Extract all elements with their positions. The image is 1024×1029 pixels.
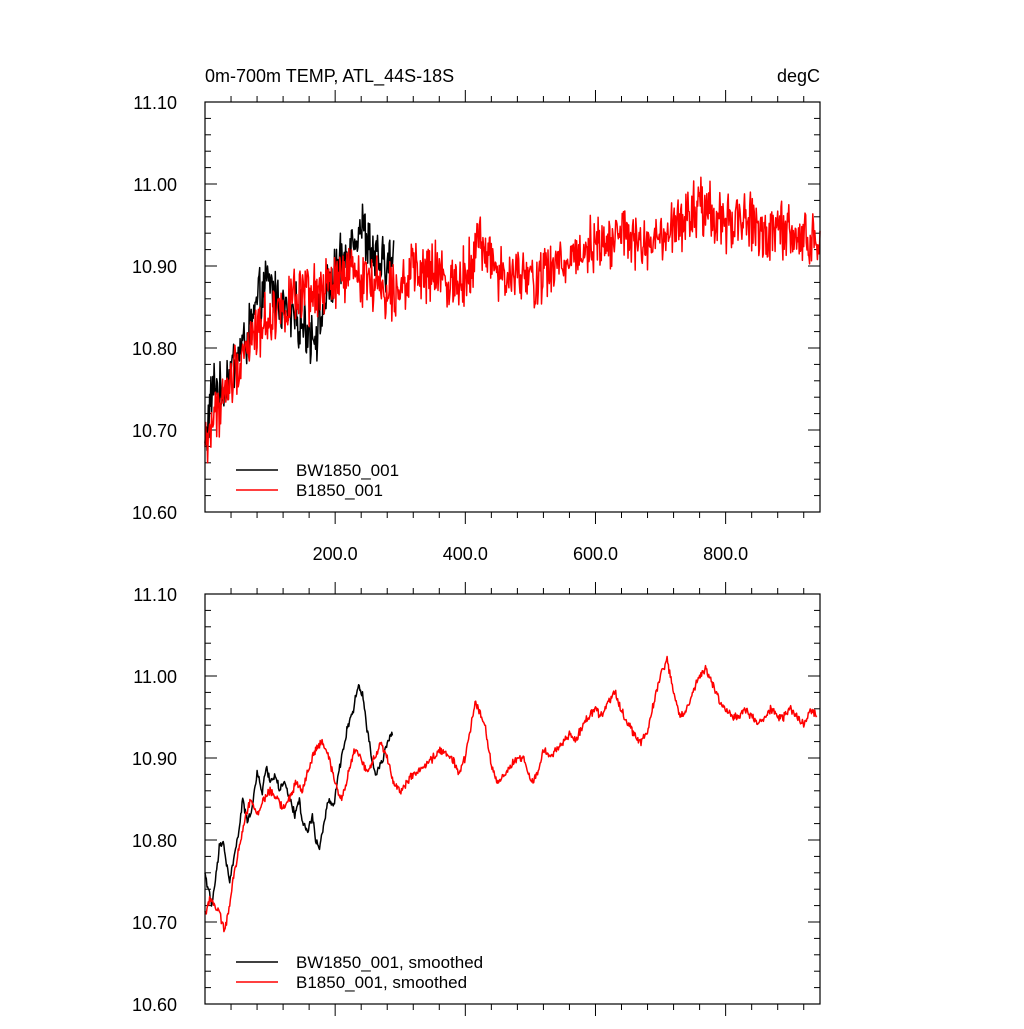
plot-frame (204, 101, 821, 513)
y-tick-label: 10.60 (132, 503, 177, 523)
legend-label: BW1850_001, smoothed (296, 953, 483, 972)
legend-label: BW1850_001 (296, 461, 399, 480)
bottom-panel: 10.60 10.70 10.80 10.90 11.00 11.10 BW1850_00… (132, 582, 821, 1016)
series-layer (204, 655, 818, 933)
tick-labels: 10.60 10.70 10.80 10.90 11.00 11.10 (132, 585, 177, 1015)
panel-title-left: 0m-700m TEMP, ATL_44S-18S (205, 66, 454, 87)
series-line-red (204, 176, 821, 464)
y-tick-label: 10.80 (132, 339, 177, 359)
top-panel: 0m-700m TEMP, ATL_44S-18S degC 10.60 10.7… (132, 66, 821, 564)
x-tick-label: 400.0 (443, 544, 488, 564)
panel-title-right: degC (777, 66, 820, 86)
x-tick-label: 800.0 (703, 544, 748, 564)
y-tick-label: 11.10 (133, 93, 177, 113)
axis-ticks (205, 582, 820, 1016)
y-tick-label: 10.90 (132, 257, 177, 277)
y-tick-label: 11.10 (133, 585, 177, 605)
series-line-red (204, 655, 818, 933)
y-tick-label: 10.70 (132, 913, 177, 933)
plot-frame (204, 593, 821, 1005)
y-tick-label: 10.90 (132, 749, 177, 769)
series-layer (204, 176, 821, 464)
y-tick-label: 11.00 (133, 175, 177, 195)
legend-label: B1850_001, smoothed (296, 973, 467, 992)
y-tick-label: 10.60 (132, 995, 177, 1015)
tick-labels: 10.60 10.70 10.80 10.90 11.00 11.10 200.0 400.0… (132, 93, 748, 564)
y-tick-label: 11.00 (133, 667, 177, 687)
axis-ticks (205, 90, 820, 524)
series-line-black (204, 683, 394, 907)
x-tick-label: 200.0 (313, 544, 358, 564)
y-tick-label: 10.70 (132, 421, 177, 441)
y-tick-label: 10.80 (132, 831, 177, 851)
legend-label: B1850_001 (296, 481, 383, 500)
x-tick-label: 600.0 (573, 544, 618, 564)
